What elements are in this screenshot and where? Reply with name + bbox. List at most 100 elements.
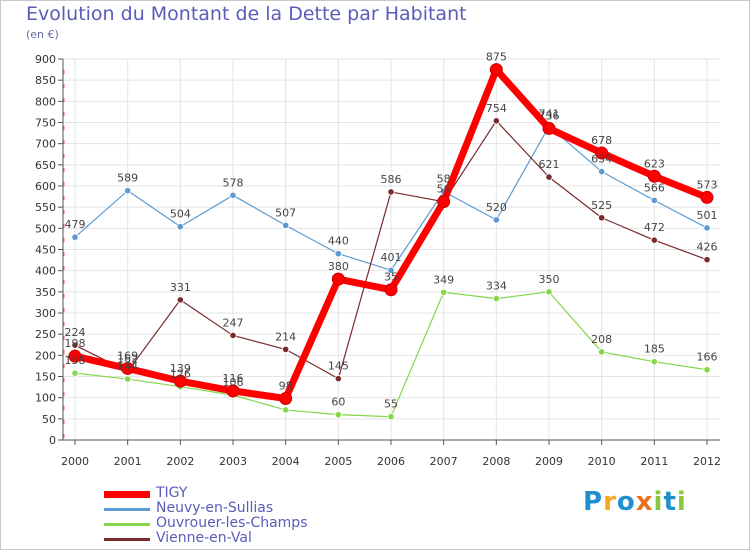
data-label: 736 [539, 109, 560, 122]
data-point [703, 256, 711, 264]
data-label: 56 [437, 183, 451, 196]
data-point [173, 374, 187, 388]
data-point [598, 168, 606, 176]
x-tick-label: 2000 [61, 455, 89, 468]
y-tick-label: 350 [35, 286, 56, 299]
x-tick-label: 2011 [640, 455, 668, 468]
data-point [598, 348, 606, 356]
y-tick-label: 400 [35, 265, 56, 278]
data-point [387, 266, 395, 274]
data-point [68, 349, 82, 363]
data-point [121, 361, 135, 375]
y-tick-label: 200 [35, 349, 56, 362]
data-label: 116 [223, 372, 244, 385]
logo-letter: i [676, 487, 687, 517]
y-tick-label: 600 [35, 180, 56, 193]
x-tick-label: 2006 [377, 455, 405, 468]
data-label: 106 [223, 376, 244, 389]
data-point [703, 224, 711, 232]
data-label: 334 [486, 280, 507, 293]
y-tick-label: 850 [35, 74, 56, 87]
data-label: 224 [65, 326, 86, 339]
data-point [492, 117, 500, 125]
chart-subtitle: (en €) [26, 28, 59, 41]
data-label: 634 [591, 153, 612, 166]
data-point [334, 250, 342, 258]
data-label: 520 [486, 201, 507, 214]
data-label: 479 [65, 218, 86, 231]
legend-label-ouvrouer: Ouvrouer-les-Champs [156, 515, 308, 531]
data-label: 126 [170, 368, 191, 381]
data-label: 198 [65, 337, 86, 350]
data-label: 586 [381, 173, 402, 186]
logo-letter: t [663, 487, 677, 517]
data-label: 214 [275, 330, 296, 343]
logo-letter: x [635, 487, 654, 517]
data-point [489, 63, 503, 77]
data-label: 440 [328, 235, 349, 248]
legend-label-tigy: TIGY [156, 485, 188, 501]
x-tick-label: 2005 [324, 455, 352, 468]
y-tick-label: 300 [35, 307, 56, 320]
data-label: 208 [591, 333, 612, 346]
data-point [700, 190, 714, 204]
data-label: 145 [328, 360, 349, 373]
data-label: 623 [644, 157, 665, 170]
data-label: 350 [539, 273, 560, 286]
y-tick-label: 450 [35, 244, 56, 257]
data-point [334, 375, 342, 383]
x-tick-label: 2004 [272, 455, 300, 468]
data-point [647, 169, 661, 183]
legend-swatch-vienne [104, 538, 150, 541]
x-tick-label: 2010 [588, 455, 616, 468]
data-point [124, 187, 132, 195]
y-tick-label: 900 [35, 53, 56, 66]
data-point [598, 214, 606, 222]
data-point [229, 331, 237, 340]
logo-letter: r [603, 487, 617, 517]
data-label: 875 [486, 51, 507, 64]
data-point [176, 223, 184, 231]
data-label: 169 [117, 349, 138, 362]
y-tick-label: 650 [35, 159, 56, 172]
data-label: 60 [331, 396, 345, 409]
data-label: 678 [591, 134, 612, 147]
data-point [650, 358, 658, 366]
data-label: 162 [117, 352, 138, 365]
data-point [703, 366, 711, 374]
x-tick-label: 2008 [482, 455, 510, 468]
data-label: 380 [328, 260, 349, 273]
legend-swatch-ouvrouer [104, 523, 150, 526]
data-point [440, 288, 448, 296]
data-label: 55 [384, 398, 398, 411]
data-label: 754 [486, 102, 507, 115]
data-point [437, 195, 451, 209]
y-tick-label: 250 [35, 328, 56, 341]
y-tick-label: 500 [35, 222, 56, 235]
data-point [282, 406, 290, 414]
data-point [331, 272, 345, 286]
data-label: 504 [170, 208, 191, 221]
legend-swatch-tigy [104, 491, 150, 498]
data-label: 507 [275, 206, 296, 219]
data-label: 589 [117, 172, 138, 185]
data-label: 58 [437, 173, 451, 186]
proxiti-logo: Proxiti [583, 487, 687, 517]
data-label: 566 [644, 181, 665, 194]
data-point [384, 283, 398, 297]
x-tick-label: 2007 [430, 455, 458, 468]
data-label: 349 [433, 273, 454, 286]
data-point [229, 191, 237, 199]
legend-swatch-neuvy [104, 508, 150, 511]
data-point [334, 410, 342, 419]
logo-letter: o [616, 487, 636, 517]
data-point [650, 196, 658, 204]
data-point [176, 296, 184, 304]
data-label: 139 [170, 362, 191, 375]
x-tick-label: 2003 [219, 455, 247, 468]
data-point [71, 341, 79, 349]
data-label: 185 [644, 343, 665, 356]
data-label: 35 [384, 271, 398, 284]
data-label: 426 [697, 241, 718, 254]
